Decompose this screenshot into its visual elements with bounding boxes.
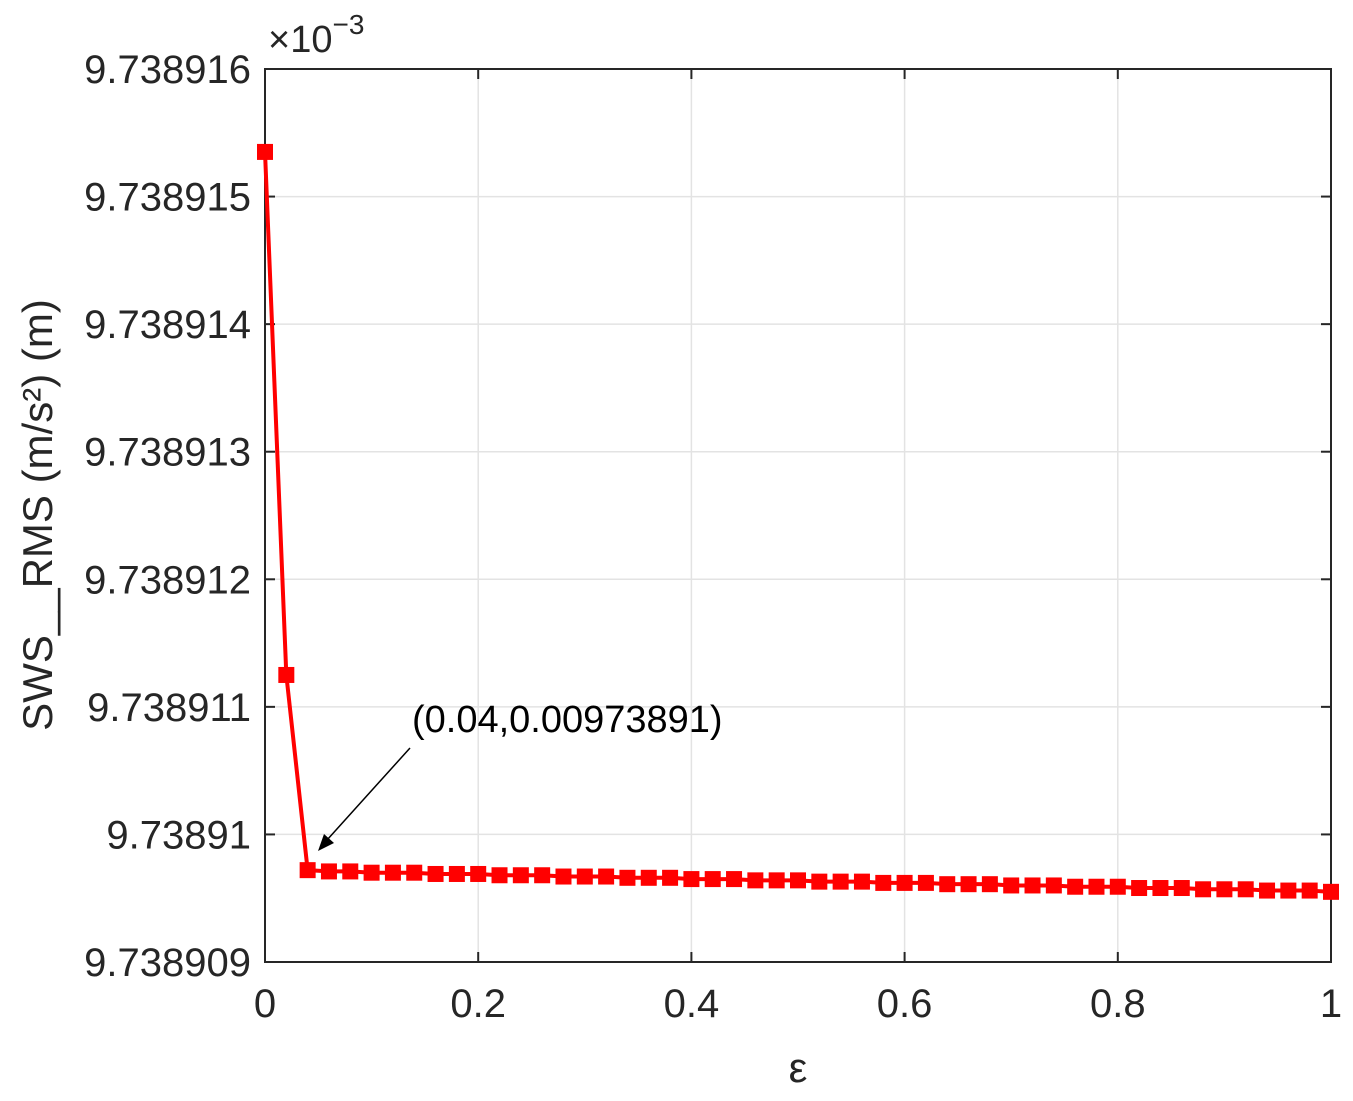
x-axis-label: ε [789, 1044, 808, 1091]
data-point [470, 865, 487, 882]
x-tick-labels: 0 0.2 0.4 0.6 0.8 1 [254, 982, 1342, 1026]
data-point [896, 874, 913, 891]
data-point [406, 864, 423, 881]
data-point [619, 869, 636, 886]
annotation: (0.04,0.00973891) [318, 699, 723, 851]
data-point [598, 868, 615, 885]
data-point [704, 871, 721, 888]
y-scale-factor: ×10−3 [268, 9, 364, 61]
data-point [939, 876, 956, 893]
data-point [1301, 882, 1318, 899]
annotation-arrow-line [326, 747, 411, 841]
grid [265, 69, 1331, 962]
data-point [1109, 878, 1126, 895]
x-tick-label: 0.6 [877, 982, 933, 1026]
data-point [1045, 877, 1062, 894]
y-axis-label: SWS__RMS (m/s²) (m) [14, 299, 61, 731]
data-point [1216, 881, 1233, 898]
x-tick-label: 0.2 [450, 982, 506, 1026]
data-point [576, 868, 593, 885]
data-point [278, 666, 295, 683]
data-point [363, 864, 380, 881]
plot-frame [264, 68, 1332, 963]
data-point [1152, 880, 1169, 897]
data-point [320, 863, 337, 880]
data-point [1280, 882, 1297, 899]
data-point [832, 873, 849, 890]
data-point [811, 873, 828, 890]
data-point [299, 862, 316, 879]
y-tick-label: 9.738915 [84, 176, 251, 220]
data-point [1259, 882, 1276, 899]
y-tick-label: 9.738916 [84, 48, 251, 92]
data-point [875, 874, 892, 891]
data-point [981, 876, 998, 893]
data-point [1323, 883, 1339, 900]
data-point [427, 865, 444, 882]
data-point [448, 865, 465, 882]
data-point [1067, 878, 1084, 895]
data-point [1024, 877, 1041, 894]
data-point [342, 863, 359, 880]
data-point [853, 873, 870, 890]
data-point [1237, 881, 1254, 898]
x-tick-label: 1 [1320, 982, 1342, 1026]
data-point [1195, 881, 1212, 898]
y-tick-label: 9.738911 [87, 686, 251, 730]
data-point [555, 868, 572, 885]
x-tick-label: 0.4 [664, 982, 720, 1026]
data-point [534, 867, 551, 884]
data-point [257, 143, 273, 160]
data-point [1088, 878, 1105, 895]
y-tick-label: 9.73891 [106, 813, 251, 857]
y-tick-label: 9.738914 [84, 303, 251, 347]
data-point [768, 872, 785, 889]
y-tick-label: 9.738913 [84, 431, 251, 475]
data-point [491, 867, 508, 884]
data-point [790, 872, 806, 889]
x-tick-label: 0.8 [1090, 982, 1146, 1026]
y-tick-label: 9.738909 [84, 941, 251, 985]
data-point [662, 869, 679, 886]
x-tick-label: 0 [254, 982, 276, 1026]
y-tick-label: 9.738912 [84, 558, 251, 602]
data-point [512, 867, 529, 884]
data-point [1173, 880, 1190, 897]
data-point [1003, 877, 1020, 894]
series-layer [257, 143, 1339, 900]
data-point [384, 864, 401, 881]
annotation-label: (0.04,0.00973891) [412, 699, 723, 741]
data-point [747, 872, 764, 889]
annotation-arrow-head [318, 834, 334, 851]
y-tick-labels: 9.738909 9.73891 9.738911 9.738912 9.738913 9… [84, 48, 251, 985]
data-point [917, 874, 934, 891]
plot-area [265, 69, 1331, 962]
data-point [640, 869, 657, 886]
data-point [683, 871, 700, 888]
data-point [726, 871, 743, 888]
data-point [960, 876, 977, 893]
data-point [1131, 880, 1148, 897]
